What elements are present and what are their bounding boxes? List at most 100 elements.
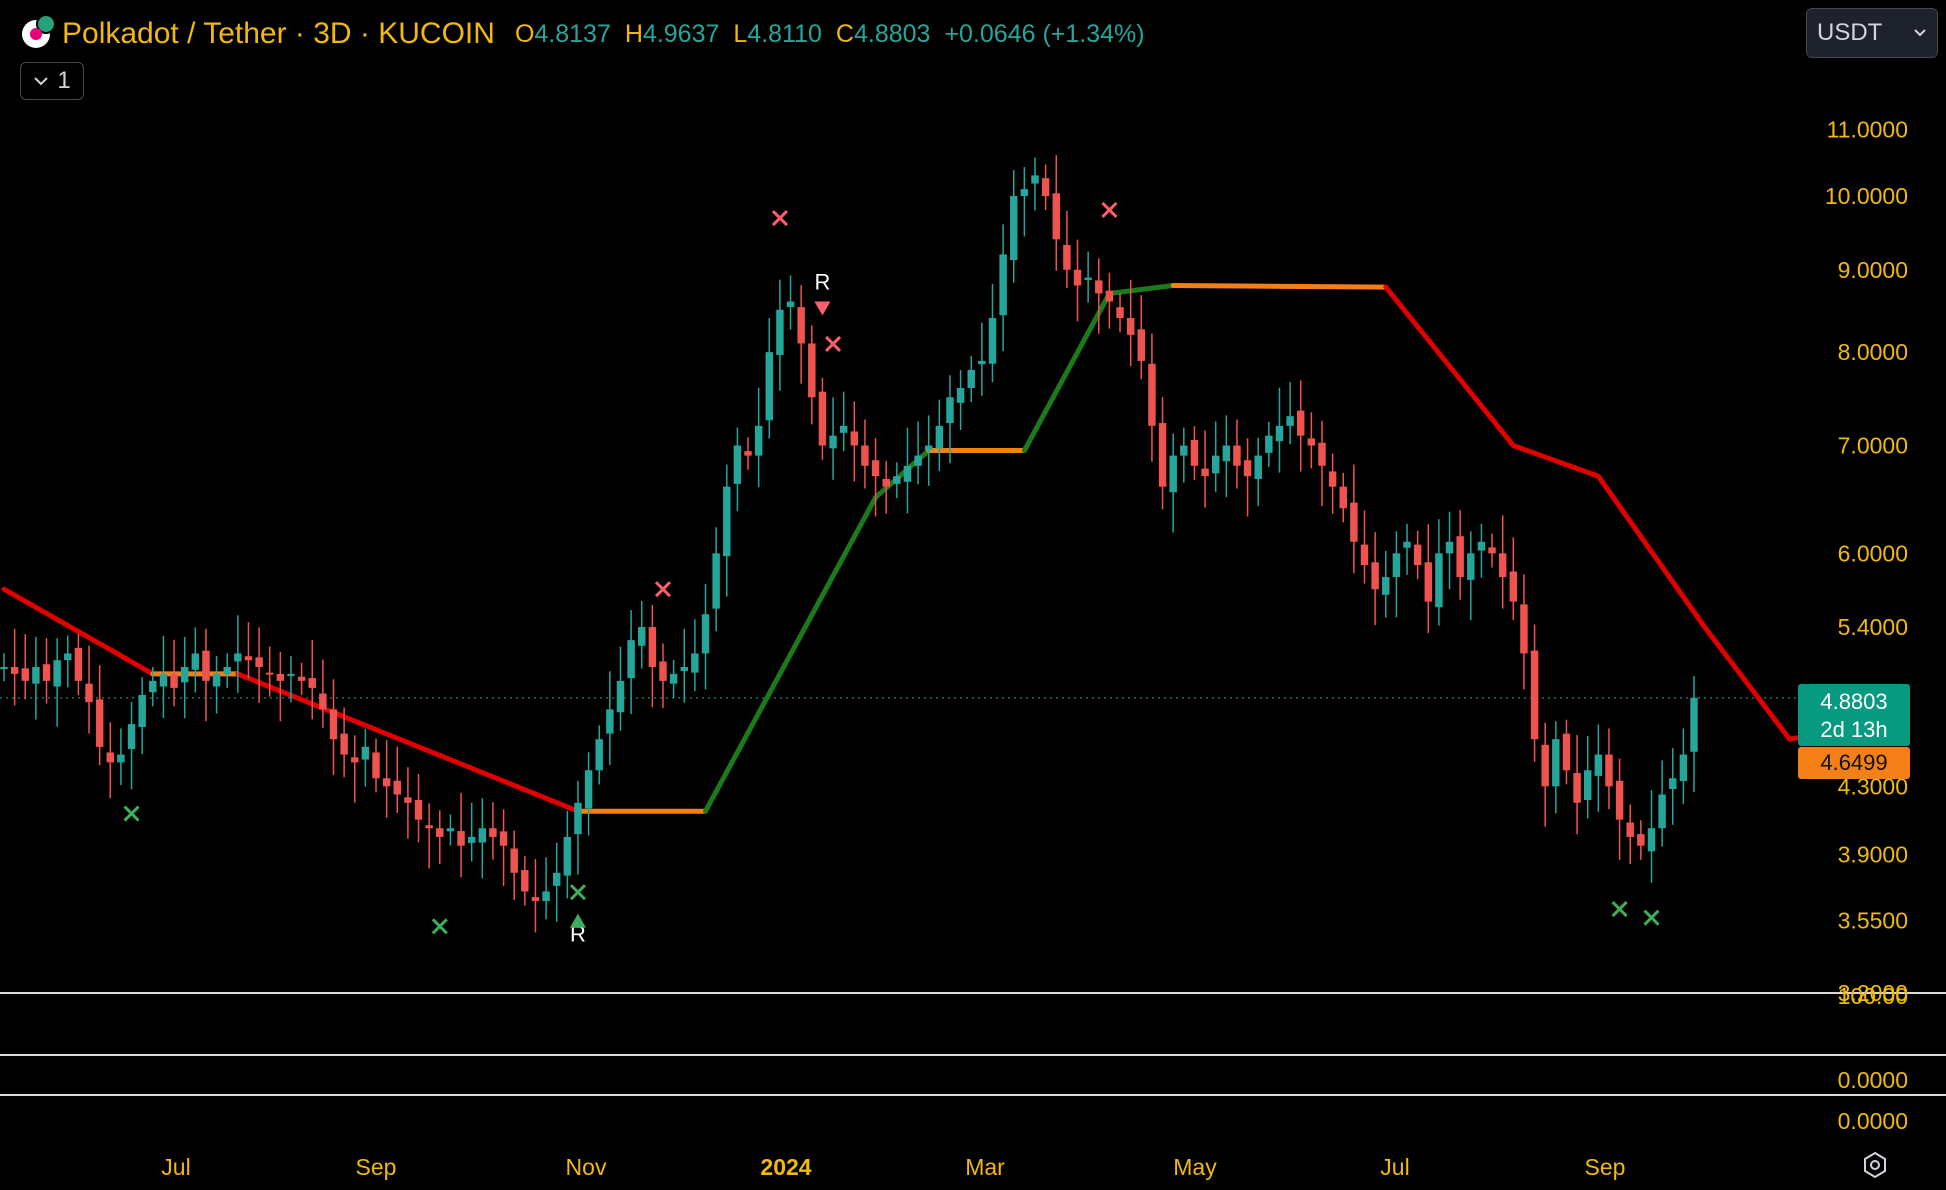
candle-body	[829, 435, 837, 449]
candle-body	[1180, 445, 1188, 456]
candle-body	[1063, 244, 1071, 270]
candle-body	[1126, 318, 1135, 335]
candle-body	[744, 451, 752, 456]
indicator-count: 1	[57, 67, 71, 94]
candle-body	[691, 653, 699, 673]
candle-body	[382, 778, 391, 787]
candle-body	[967, 369, 975, 389]
candle-body	[1307, 438, 1316, 446]
candle-body	[1350, 502, 1358, 542]
candle-body	[1456, 536, 1464, 578]
time-tick-label: Mar	[965, 1154, 1005, 1180]
candle-body	[1233, 445, 1241, 466]
candle-body	[542, 891, 550, 901]
candle-body	[616, 680, 625, 713]
candle-body	[212, 673, 221, 687]
price-tick-label: 5.4000	[1838, 614, 1908, 640]
candle-body	[1583, 770, 1592, 801]
candle-body	[1031, 175, 1039, 184]
candle-body	[32, 667, 40, 684]
currency-select[interactable]: USDT	[1806, 8, 1938, 58]
candle-body	[499, 831, 508, 846]
indicator-collapse-button[interactable]: 1	[20, 62, 84, 100]
candle-body	[1010, 196, 1018, 261]
candle-body	[467, 836, 476, 843]
time-tick-label: Jul	[1380, 1154, 1409, 1180]
buy-signal-marker	[431, 918, 448, 935]
candle-body	[946, 397, 954, 424]
candle-body	[701, 614, 710, 654]
currency-label: USDT	[1817, 19, 1883, 46]
reversal-up-arrow	[569, 913, 586, 928]
candle-body	[1286, 416, 1294, 426]
candle-body	[1382, 577, 1390, 595]
supertrend-down-segment	[1383, 284, 1835, 742]
candle-body	[1562, 733, 1571, 771]
candle-body	[138, 694, 146, 727]
price-tick-label: 8.0000	[1838, 339, 1908, 365]
candle-body	[404, 797, 412, 803]
candle-body	[1435, 553, 1443, 608]
candle-body	[999, 254, 1007, 316]
candle-body	[1297, 410, 1305, 436]
close-value: 4.8803	[853, 19, 931, 48]
candle-body	[1541, 744, 1549, 787]
candle-body	[329, 709, 338, 740]
open-value: 4.8137	[534, 19, 611, 48]
candle-body	[638, 627, 646, 646]
candle-body	[414, 800, 423, 820]
candle-body	[797, 307, 805, 344]
candle-body	[1328, 471, 1337, 487]
open-label: O	[514, 19, 535, 48]
candle-body	[606, 709, 614, 734]
candle-body	[521, 870, 529, 892]
sell-signal-marker	[1101, 201, 1118, 218]
candle-body	[149, 680, 157, 693]
candle-body	[1690, 697, 1698, 752]
ohlc-values: O4.8137 H4.9637 L4.8110 C4.8803 +0.0646 …	[515, 20, 1145, 49]
buy-signal-marker	[1643, 909, 1660, 926]
candle-body	[595, 739, 603, 771]
price-tick-label: 10.0000	[1825, 183, 1908, 209]
candle-body	[319, 693, 327, 710]
candle-body	[1658, 794, 1666, 829]
candle-body	[1052, 193, 1060, 240]
high-value: 4.9637	[642, 19, 720, 48]
time-axis: Jul Sep Nov 2024 Mar May Jul Sep	[161, 1154, 1625, 1180]
candle-body	[1488, 547, 1496, 554]
symbol-title[interactable]: Polkadot / Tether · 3D · KUCOIN	[62, 17, 495, 50]
candle-body	[0, 667, 8, 670]
candle-body	[765, 352, 774, 421]
candle-body	[64, 653, 72, 661]
candle-body	[1339, 486, 1347, 509]
change-value: +0.0646 (+1.34%)	[944, 19, 1145, 48]
candle-body	[1594, 754, 1603, 776]
candle-body	[1403, 541, 1411, 548]
candle-body	[1445, 541, 1454, 554]
candle-body	[42, 664, 51, 681]
candle-body	[10, 667, 19, 674]
reversal-label: R	[814, 269, 830, 294]
candle-body	[1392, 553, 1401, 578]
candle-body	[659, 661, 667, 681]
candle-body	[648, 627, 657, 668]
candle-body	[127, 724, 136, 749]
candle-body	[552, 872, 561, 886]
candle-body	[308, 678, 316, 688]
candle-body	[457, 831, 465, 846]
candle-body	[117, 754, 125, 763]
supertrend-down-segment	[235, 671, 581, 814]
candle-body	[733, 445, 742, 484]
settings-gear-icon[interactable]	[1860, 1150, 1890, 1180]
low-label: L	[733, 19, 748, 48]
candle-body	[244, 656, 253, 661]
candle-body	[574, 802, 582, 835]
candle-body	[1190, 439, 1199, 466]
candle-body	[1424, 562, 1432, 602]
candle-body	[180, 667, 189, 683]
candle-body	[1222, 445, 1231, 462]
candle-body	[393, 780, 401, 795]
supertrend-up-segment	[703, 448, 932, 814]
candle-body	[914, 455, 922, 466]
